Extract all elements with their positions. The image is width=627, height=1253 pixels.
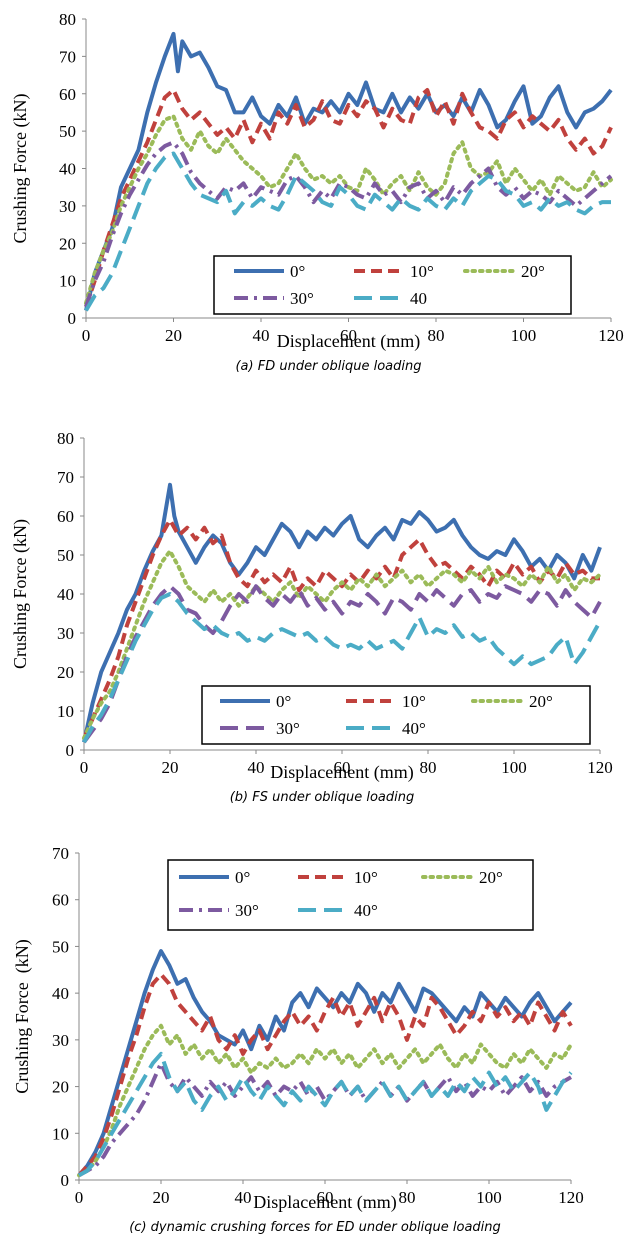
x-tick-label: 100 — [476, 1188, 502, 1207]
x-tick-label: 60 — [334, 758, 351, 777]
legend: 0° 10° 20° 30° 40 — [213, 255, 572, 315]
legend: 0° 10° 20° 30° 40° — [201, 685, 591, 745]
legend-label: 20° — [479, 868, 503, 887]
legend-label: 10° — [354, 868, 378, 887]
y-axis-title: Crushing Force (kN) — [12, 939, 33, 1093]
x-axis-title: Displacement (mm) — [277, 331, 420, 352]
y-tick-label: 20 — [59, 234, 76, 253]
figure-caption: (b) FS under oblique loading — [230, 790, 415, 805]
series-line-1 — [84, 88, 613, 308]
y-tick-label: 40 — [59, 160, 76, 179]
legend-label: 30° — [290, 289, 314, 308]
y-tick-label: 30 — [52, 1031, 69, 1050]
x-tick-label: 40 — [235, 1188, 252, 1207]
series-line-3 — [78, 1061, 572, 1178]
x-tick-label: 40 — [248, 758, 265, 777]
x-axis-title: Displacement (mm) — [270, 762, 413, 783]
y-tick-label: 20 — [57, 663, 74, 682]
legend-label: 0° — [235, 868, 250, 887]
legend-label: 20° — [529, 692, 553, 711]
y-tick-label: 50 — [57, 546, 74, 565]
legend-box — [213, 255, 572, 315]
x-tick-label: 0 — [82, 326, 91, 345]
x-tick-label: 100 — [511, 326, 537, 345]
x-tick-label: 40 — [253, 326, 270, 345]
y-tick-label: 60 — [59, 85, 76, 104]
x-tick-label: 120 — [558, 1188, 584, 1207]
y-tick-label: 70 — [57, 468, 74, 487]
x-tick-label: 80 — [420, 758, 437, 777]
y-axis-title: Crushing Force (kN) — [10, 94, 31, 244]
y-tick-label: 80 — [59, 10, 76, 29]
series-line-1 — [82, 517, 600, 740]
x-tick-label: 100 — [501, 758, 527, 777]
y-tick-label: 30 — [57, 624, 74, 643]
x-tick-label: 20 — [162, 758, 179, 777]
legend-label: 40 — [410, 289, 427, 308]
x-tick-label: 120 — [587, 758, 613, 777]
series-line-3 — [82, 584, 602, 744]
legend-label: 40° — [402, 719, 426, 738]
series-line-4 — [82, 592, 602, 744]
x-tick-label: 20 — [153, 1188, 170, 1207]
series-line-4 — [84, 151, 611, 312]
legend-label: 30° — [276, 719, 300, 738]
y-tick-label: 30 — [59, 197, 76, 216]
series-line-2 — [82, 549, 602, 741]
series-line-1 — [77, 972, 573, 1177]
y-tick-label: 40 — [57, 585, 74, 604]
legend-box — [167, 859, 534, 931]
legend-label: 10° — [402, 692, 426, 711]
x-tick-label: 60 — [317, 1188, 334, 1207]
legend-label: 0° — [276, 692, 291, 711]
series-line-2 — [84, 114, 613, 306]
y-tick-label: 0 — [61, 1171, 70, 1190]
y-tick-label: 0 — [68, 309, 77, 328]
legend: 0° 10° 20° 30° 40° — [167, 859, 534, 931]
x-tick-label: 120 — [598, 326, 624, 345]
x-tick-label: 80 — [428, 326, 445, 345]
legend-box — [201, 685, 591, 745]
y-tick-label: 50 — [52, 937, 69, 956]
y-tick-label: 0 — [66, 741, 75, 760]
series-line-0 — [82, 482, 602, 743]
y-tick-label: 60 — [57, 507, 74, 526]
legend-label: 40° — [354, 901, 378, 920]
legend-label: 20° — [521, 262, 545, 281]
legend-label: 10° — [410, 262, 434, 281]
y-tick-label: 70 — [59, 47, 76, 66]
chart-panel-1: 0 10 20 30 40 50 60 70 80 0 20 40 60 80 100 120 Displace… — [10, 429, 613, 805]
legend-label: 30° — [235, 901, 259, 920]
y-tick-label: 10 — [59, 272, 76, 291]
y-tick-label: 10 — [52, 1124, 69, 1143]
x-axis-title: Displacement (mm) — [253, 1192, 396, 1213]
x-tick-label: 80 — [399, 1188, 416, 1207]
chart-panel-0: 0 10 20 30 40 50 60 70 80 0 20 40 60 80 100 120 Displace… — [10, 10, 624, 374]
x-tick-label: 60 — [340, 326, 357, 345]
figure-caption: (c) dynamic crushing forces for ED under… — [129, 1220, 501, 1235]
series-line-0 — [84, 31, 613, 311]
figure-caption: (a) FD under oblique loading — [235, 359, 421, 374]
y-tick-label: 80 — [57, 429, 74, 448]
y-tick-label: 20 — [52, 1078, 69, 1097]
y-tick-label: 50 — [59, 122, 76, 141]
series-line-4 — [78, 1051, 573, 1178]
y-tick-label: 40 — [52, 984, 69, 1003]
y-tick-label: 70 — [52, 844, 69, 863]
x-tick-label: 0 — [80, 758, 89, 777]
chart-panel-2: 0 10 20 30 40 50 60 70 0 20 40 60 80 100 120 Displaceme… — [12, 844, 584, 1235]
series-line-2 — [77, 1023, 573, 1178]
legend-label: 0° — [290, 262, 305, 281]
x-tick-label: 20 — [165, 326, 182, 345]
y-axis-title: Crushing Force (kN) — [10, 519, 31, 669]
y-tick-label: 10 — [57, 702, 74, 721]
x-tick-label: 0 — [75, 1188, 84, 1207]
series-line-3 — [84, 140, 613, 308]
y-tick-label: 60 — [52, 891, 69, 910]
